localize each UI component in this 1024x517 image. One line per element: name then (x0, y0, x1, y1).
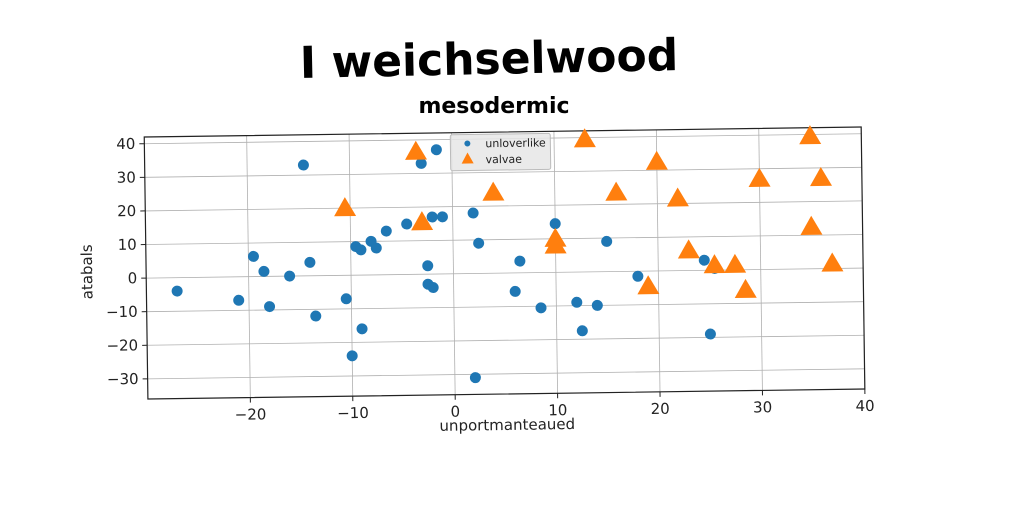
point-valvae (334, 197, 356, 216)
x-gridline (247, 136, 251, 398)
chart-subtitle: mesodermic (418, 94, 569, 119)
point-valvae (605, 181, 627, 200)
point-unloverlike (699, 255, 710, 266)
y-tick-label: 10 (118, 236, 137, 254)
chart-title: I weichselwood (299, 30, 678, 89)
point-unloverlike (592, 300, 603, 311)
point-unloverlike (356, 323, 367, 334)
point-unloverlike (427, 211, 438, 222)
series-unloverlike (170, 140, 722, 387)
point-unloverlike (401, 218, 412, 229)
y-gridline (145, 201, 862, 211)
point-unloverlike (470, 372, 481, 383)
y-tick-label: −20 (106, 336, 138, 354)
y-axis-label: atabals (78, 244, 97, 299)
point-unloverlike (571, 297, 582, 308)
point-unloverlike (284, 271, 295, 282)
point-unloverlike (514, 256, 525, 267)
point-unloverlike (298, 159, 309, 170)
y-gridline (147, 335, 864, 345)
point-valvae (405, 141, 427, 160)
y-tick-label: 0 (128, 269, 138, 287)
point-valvae (748, 168, 770, 187)
point-valvae (646, 151, 668, 170)
point-valvae (678, 239, 700, 258)
y-gridline (146, 234, 863, 244)
point-valvae (810, 167, 832, 186)
point-valvae (800, 216, 822, 235)
point-unloverlike (248, 251, 259, 262)
y-gridline (148, 369, 865, 379)
point-valvae (821, 252, 843, 271)
point-unloverlike (233, 295, 244, 306)
point-unloverlike (705, 328, 716, 339)
point-unloverlike (577, 325, 588, 336)
y-gridline (147, 302, 864, 312)
point-unloverlike (347, 350, 358, 361)
x-gridline (759, 128, 763, 390)
point-valvae (482, 181, 504, 200)
legend-label-unloverlike: unloverlike (485, 136, 546, 150)
x-tick-label: 20 (651, 400, 670, 418)
legend: unloverlike valvae (450, 133, 550, 170)
point-unloverlike (422, 260, 433, 271)
point-unloverlike (601, 236, 612, 247)
x-tick-label: 40 (855, 397, 874, 415)
point-valvae (667, 187, 689, 206)
series-valvae (333, 125, 844, 304)
point-unloverlike (632, 271, 643, 282)
point-valvae (734, 279, 756, 298)
legend-label-valvae: valvae (486, 153, 523, 167)
y-tick-label: −10 (106, 303, 138, 321)
y-tick-label: 40 (116, 135, 135, 153)
point-unloverlike (535, 302, 546, 313)
point-unloverlike (510, 286, 521, 297)
point-unloverlike (310, 310, 321, 321)
point-unloverlike (437, 211, 448, 222)
x-tick-label: −20 (235, 405, 267, 423)
point-unloverlike (304, 257, 315, 268)
y-tick-label: −30 (107, 370, 139, 388)
x-gridline (452, 133, 456, 395)
point-unloverlike (341, 293, 352, 304)
point-unloverlike (473, 238, 484, 249)
point-unloverlike (258, 266, 269, 277)
x-tick-label: −10 (337, 404, 369, 422)
x-tick-label: 30 (753, 398, 772, 416)
x-axis-label: unportmanteaued (439, 415, 575, 435)
point-unloverlike (172, 286, 183, 297)
point-unloverlike (550, 218, 561, 229)
point-unloverlike (431, 144, 442, 155)
point-unloverlike (381, 225, 392, 236)
point-unloverlike (264, 301, 275, 312)
x-gridline (554, 131, 558, 393)
point-unloverlike (468, 207, 479, 218)
y-tick-label: 20 (117, 202, 136, 220)
y-tick-label: 30 (117, 168, 136, 186)
y-gridline (146, 268, 863, 278)
point-valvae (724, 254, 746, 273)
